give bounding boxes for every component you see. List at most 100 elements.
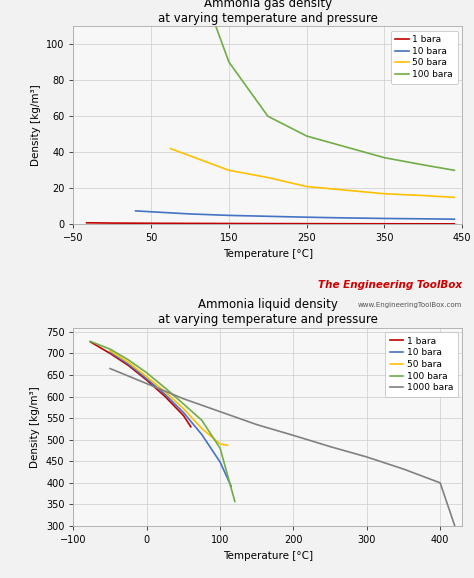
50 bara [199, 425, 205, 432]
1000 bara [328, 443, 333, 450]
50 bara [382, 190, 387, 197]
Text: www.EngineeringToolBox.com: www.EngineeringToolBox.com [358, 302, 462, 308]
100 bara [213, 23, 219, 29]
1000 bara [401, 466, 406, 473]
50 bara [420, 192, 426, 199]
1 bara [181, 412, 186, 419]
Y-axis label: Density [kg/m³]: Density [kg/m³] [30, 386, 40, 468]
50 bara [126, 359, 131, 366]
100 bara [88, 338, 93, 345]
100 bara [107, 346, 113, 353]
10 bara [228, 483, 234, 490]
1 bara [226, 220, 232, 227]
50 bara [181, 405, 186, 412]
10 bara [265, 213, 271, 220]
10 bara [126, 361, 131, 368]
10 bara [343, 214, 348, 221]
1 bara [382, 220, 387, 227]
100 bara [420, 161, 426, 168]
50 bara [217, 440, 223, 447]
10 bara [199, 431, 205, 438]
10 bara [148, 208, 154, 215]
100 bara [265, 113, 271, 120]
X-axis label: Temperature [°C]: Temperature [°C] [223, 551, 313, 561]
10 bara [107, 349, 113, 355]
Line: 100 bara: 100 bara [91, 342, 235, 501]
10 bara [452, 216, 457, 223]
50 bara [144, 373, 150, 380]
1000 bara [217, 408, 223, 415]
1 bara [188, 423, 194, 430]
100 bara [217, 445, 223, 452]
1 bara [88, 338, 93, 345]
100 bara [382, 154, 387, 161]
Line: 1 bara: 1 bara [91, 342, 191, 427]
10 bara [133, 208, 138, 214]
1 bara [126, 362, 131, 369]
10 bara [217, 459, 223, 466]
Line: 10 bara: 10 bara [136, 211, 455, 219]
10 bara [181, 409, 186, 416]
100 bara [232, 498, 237, 505]
100 bara [199, 417, 205, 424]
Line: 50 bara: 50 bara [110, 351, 228, 445]
100 bara [126, 357, 131, 364]
Legend: 1 bara, 10 bara, 50 bara, 100 bara, 1000 bara: 1 bara, 10 bara, 50 bara, 100 bara, 1000… [385, 332, 457, 397]
1 bara [162, 393, 168, 400]
1 bara [109, 220, 115, 227]
Line: 10 bara: 10 bara [110, 352, 231, 486]
1000 bara [291, 432, 296, 439]
1 bara [144, 377, 150, 384]
100 bara [162, 384, 168, 391]
1000 bara [364, 454, 370, 461]
10 bara [226, 212, 232, 219]
1000 bara [181, 395, 186, 402]
1 bara [343, 220, 348, 227]
50 bara [265, 174, 271, 181]
50 bara [107, 347, 113, 354]
1 bara [187, 220, 193, 227]
100 bara [452, 167, 457, 174]
50 bara [162, 388, 168, 395]
1 bara [148, 220, 154, 227]
Line: 100 bara: 100 bara [216, 26, 455, 171]
50 bara [225, 442, 230, 449]
100 bara [181, 401, 186, 407]
50 bara [187, 153, 193, 160]
Legend: 1 bara, 10 bara, 50 bara, 100 bara: 1 bara, 10 bara, 50 bara, 100 bara [391, 31, 457, 84]
10 bara [420, 216, 426, 223]
1000 bara [438, 479, 443, 486]
Line: 1 bara: 1 bara [87, 223, 455, 224]
1 bara [304, 220, 310, 227]
1 bara [452, 220, 457, 227]
Line: 50 bara: 50 bara [171, 149, 455, 197]
X-axis label: Temperature [°C]: Temperature [°C] [223, 249, 313, 259]
Text: The Engineering ToolBox: The Engineering ToolBox [318, 280, 462, 290]
10 bara [144, 376, 150, 383]
Line: 1000 bara: 1000 bara [110, 369, 455, 526]
10 bara [187, 210, 193, 217]
1 bara [265, 220, 271, 227]
10 bara [304, 214, 310, 221]
50 bara [304, 183, 310, 190]
50 bara [452, 194, 457, 201]
1 bara [107, 350, 113, 357]
1 bara [84, 219, 90, 226]
50 bara [343, 187, 348, 194]
1000 bara [107, 365, 113, 372]
10 bara [382, 215, 387, 222]
1 bara [420, 220, 426, 227]
100 bara [343, 143, 348, 150]
100 bara [304, 132, 310, 139]
1000 bara [144, 380, 150, 387]
Title: Ammonia gas density
at varying temperature and pressure: Ammonia gas density at varying temperatu… [158, 0, 378, 25]
Title: Ammonia liquid density
at varying temperature and pressure: Ammonia liquid density at varying temper… [158, 298, 378, 327]
50 bara [168, 145, 173, 152]
10 bara [162, 391, 168, 398]
50 bara [226, 167, 232, 174]
1000 bara [452, 523, 458, 529]
100 bara [144, 369, 150, 376]
100 bara [226, 58, 232, 65]
1000 bara [254, 421, 260, 428]
Y-axis label: Density [kg/m³]: Density [kg/m³] [30, 84, 40, 166]
